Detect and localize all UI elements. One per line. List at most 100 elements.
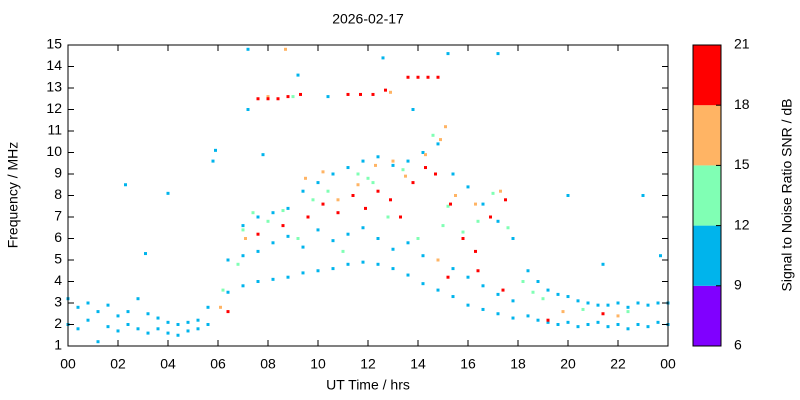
data-point [256, 215, 260, 219]
y-tick-label: 2 [54, 315, 62, 331]
data-point [489, 215, 492, 219]
data-point [389, 90, 392, 94]
data-point [346, 262, 350, 266]
data-point [566, 194, 570, 197]
data-point [481, 284, 485, 288]
data-point [399, 215, 402, 219]
data-point [541, 297, 545, 301]
y-axis-label: Frequency / MHz [5, 142, 21, 249]
colorbar-band [693, 45, 721, 106]
y-tick-label: 14 [46, 57, 62, 73]
data-point [371, 181, 375, 185]
data-point [76, 305, 80, 309]
data-point [331, 239, 335, 243]
data-point [536, 280, 540, 283]
data-point [566, 320, 570, 324]
data-point [454, 194, 457, 197]
data-point [284, 47, 287, 51]
y-tick-label: 5 [54, 251, 62, 267]
data-point [581, 307, 585, 311]
x-tick-label: 02 [110, 356, 126, 372]
x-tick-label: 00 [660, 356, 676, 372]
data-point [596, 320, 600, 324]
data-point [266, 219, 270, 223]
data-point [491, 191, 495, 195]
data-point [446, 52, 450, 56]
data-point [546, 318, 550, 322]
data-point [526, 269, 530, 273]
data-point [406, 159, 410, 163]
data-point [596, 303, 600, 307]
data-point [416, 237, 420, 240]
x-tick-label: 08 [260, 356, 276, 372]
data-point [246, 47, 250, 51]
x-tick-label: 22 [610, 356, 626, 372]
data-point [286, 206, 290, 210]
colorbar-band [693, 225, 721, 286]
data-point [376, 237, 380, 240]
colorbar-band [693, 105, 721, 166]
data-point [176, 323, 180, 326]
colorbar-tick-label: 21 [734, 36, 750, 52]
data-point [244, 237, 247, 240]
data-point [226, 310, 230, 314]
y-tick-label: 13 [46, 79, 62, 95]
data-point [256, 232, 260, 236]
data-point [236, 262, 240, 266]
data-point [436, 75, 440, 79]
data-point [481, 202, 485, 206]
data-point [116, 329, 120, 333]
x-tick-label: 18 [510, 356, 526, 372]
data-point [451, 172, 455, 176]
data-point [561, 310, 565, 314]
data-point [176, 333, 180, 337]
colorbar-tick-label: 12 [734, 216, 750, 232]
data-point [361, 159, 365, 163]
x-tick-label: 14 [410, 356, 426, 372]
data-point [286, 234, 290, 238]
data-point [406, 273, 410, 277]
data-point [364, 206, 367, 210]
data-point [496, 219, 500, 223]
data-point [496, 52, 500, 56]
data-point [156, 316, 160, 320]
y-tick-label: 6 [54, 229, 62, 245]
data-point [659, 254, 662, 258]
data-point [496, 292, 500, 296]
data-point [406, 75, 410, 79]
data-point [626, 327, 630, 331]
data-point [436, 142, 440, 146]
data-point [301, 245, 305, 249]
data-point [506, 226, 510, 230]
data-point [144, 252, 147, 256]
y-tick-label: 4 [54, 272, 62, 288]
data-point [636, 301, 640, 305]
data-point [256, 280, 260, 283]
x-tick-label: 10 [310, 356, 326, 372]
data-point [299, 92, 302, 96]
y-tick-label: 9 [54, 165, 62, 181]
data-point [474, 249, 477, 253]
data-point [476, 269, 480, 273]
data-point [316, 228, 320, 232]
data-point [401, 168, 405, 172]
data-point [466, 303, 470, 307]
data-point [86, 301, 90, 305]
data-point [86, 318, 90, 322]
data-point [126, 310, 130, 314]
data-point [406, 241, 410, 245]
chart-title: 2026-02-17 [332, 11, 404, 27]
data-point [326, 189, 330, 193]
data-point [626, 310, 630, 314]
data-point [316, 181, 320, 185]
y-tick-label: 11 [47, 122, 62, 138]
x-tick-label: 04 [160, 356, 176, 372]
data-point [226, 258, 230, 262]
data-point [346, 92, 350, 96]
x-tick-label: 16 [460, 356, 476, 372]
data-point [146, 331, 150, 335]
data-point [296, 237, 300, 240]
data-point [656, 320, 660, 324]
data-point [351, 194, 355, 197]
data-point [446, 204, 450, 208]
